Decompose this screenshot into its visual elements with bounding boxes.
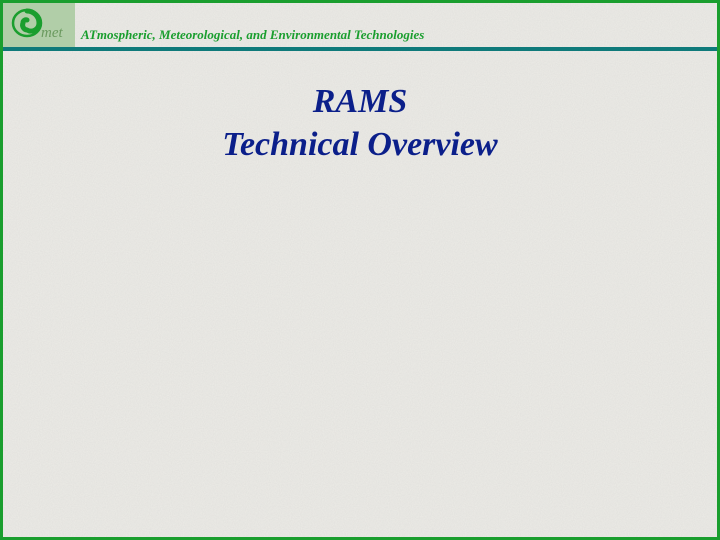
logo-text: met (41, 25, 63, 41)
title-line-1: RAMS (3, 81, 717, 124)
header-divider (3, 47, 717, 51)
slide-title: RAMS Technical Overview (3, 81, 717, 166)
title-line-2: Technical Overview (3, 124, 717, 167)
header-tagline: ATmospheric, Meteorological, and Environ… (81, 27, 424, 43)
slide: met ATmospheric, Meteorological, and Env… (0, 0, 720, 540)
logo: met (9, 7, 69, 43)
